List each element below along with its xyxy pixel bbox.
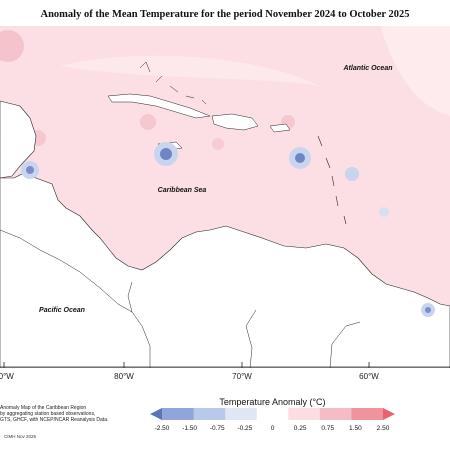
cuba-island bbox=[107, 93, 211, 119]
label-atlantic-ocean: Atlantic Ocean bbox=[342, 65, 392, 72]
warm-anomaly-spot bbox=[140, 114, 156, 130]
light-anomaly-zone bbox=[60, 55, 320, 86]
cool-anomaly-spot bbox=[425, 307, 431, 313]
yucatan-landmass bbox=[0, 100, 37, 179]
cool-anomaly-spot bbox=[345, 167, 359, 181]
light-anomaly-zone bbox=[380, 26, 450, 116]
legend-tick-label: -0.75 bbox=[209, 425, 225, 432]
south-america-coast bbox=[127, 281, 361, 368]
legend-tick-label: 0.25 bbox=[293, 425, 307, 432]
legend-tick-label: -2.50 bbox=[154, 425, 170, 432]
warm-anomaly-spot bbox=[0, 30, 24, 62]
cool-anomaly-spot bbox=[26, 166, 34, 174]
credit-text: CIMH Nov 2025 bbox=[4, 434, 37, 439]
legend-tick-label: 1.50 bbox=[349, 425, 362, 432]
legend-tick-label: 0.75 bbox=[321, 425, 335, 432]
hispaniola-island bbox=[211, 113, 259, 131]
central-america-landmass bbox=[0, 173, 450, 368]
map-title: Anomaly of the Mean Temperature for the … bbox=[40, 9, 410, 20]
legend-arrow-low bbox=[150, 408, 162, 420]
legend-title: Temperature Anomaly (°C) bbox=[219, 397, 326, 407]
label-pacific-ocean: Pacific Ocean bbox=[39, 307, 85, 314]
map-note: Anomaly Map of the Caribbean Region by a… bbox=[0, 405, 108, 423]
cool-anomaly-spot bbox=[379, 207, 389, 217]
legend-colorbar bbox=[150, 408, 395, 420]
legend-tick-label: 2.50 bbox=[376, 425, 390, 432]
legend-swatch bbox=[351, 408, 384, 420]
puerto-rico-island bbox=[269, 123, 291, 133]
note-line: Anomaly Map of the Caribbean Region bbox=[0, 405, 87, 411]
lesser-antilles bbox=[317, 135, 347, 225]
warm-anomaly-spot bbox=[212, 138, 224, 150]
legend-swatch bbox=[193, 408, 226, 420]
longitude-label: 70°W bbox=[232, 372, 252, 381]
cool-anomaly-spot bbox=[160, 148, 172, 160]
legend-swatch bbox=[162, 408, 195, 420]
cool-anomaly-spot bbox=[295, 153, 305, 163]
legend-arrow-high bbox=[383, 408, 395, 420]
bahamas-islands bbox=[139, 61, 207, 105]
legend-tick-label: -0.25 bbox=[237, 425, 253, 432]
label-caribbean-sea: Caribbean Sea bbox=[158, 187, 207, 194]
legend-swatch bbox=[319, 408, 352, 420]
legend-swatch bbox=[288, 408, 321, 420]
legend-swatch bbox=[225, 408, 258, 420]
legend-swatch bbox=[256, 408, 289, 420]
note-line: by aggregating station based observation… bbox=[0, 411, 96, 417]
anomaly-map: Atlantic Ocean Caribbean Sea Pacific Oce… bbox=[0, 26, 450, 368]
longitude-label: 80°W bbox=[114, 372, 134, 381]
central-america-west-coast bbox=[0, 229, 133, 313]
longitude-label: 90°W bbox=[0, 372, 14, 381]
legend-tick-label: 0 bbox=[270, 425, 275, 432]
note-line: GTS, GHCF, with NCEP/NCAR Reanalysis Dat… bbox=[0, 417, 109, 423]
legend-tick-label: -1.50 bbox=[182, 425, 198, 432]
longitude-label: 60°W bbox=[359, 372, 379, 381]
